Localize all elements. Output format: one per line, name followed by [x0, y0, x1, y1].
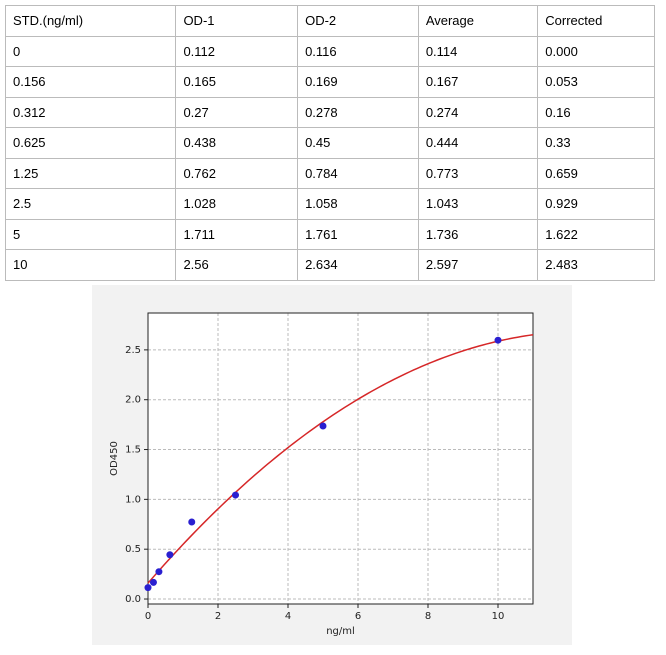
y-tick-label: 2.5	[125, 345, 141, 356]
x-axis-label: ng/ml	[326, 626, 355, 637]
table-cell: 0.762	[175, 157, 299, 189]
table-cell: 0.112	[175, 35, 299, 67]
table-cell: 1.25	[4, 157, 177, 189]
plot-frame	[147, 312, 534, 605]
table-cell: 0.169	[297, 66, 419, 98]
table-cell: 0.167	[417, 66, 539, 98]
plot-area	[148, 313, 533, 604]
table-cell: 0.444	[417, 127, 539, 159]
data-point	[188, 518, 196, 526]
table-cell: OD-1	[175, 5, 299, 37]
x-tick-label: 0	[145, 611, 151, 622]
table-cell: 0.45	[297, 127, 419, 159]
y-tick-label: 1.5	[125, 445, 141, 456]
table-cell: 5	[4, 218, 177, 250]
table-cell: 1.761	[297, 218, 419, 250]
table-cell: 0.000	[537, 35, 655, 67]
data-point	[494, 336, 502, 344]
table-row: 0 0.112 0.116 0.114 0.000	[4, 35, 655, 67]
table-cell: Average	[417, 5, 539, 37]
table-cell: 0.16	[537, 96, 655, 128]
y-tick-label: 1.0	[125, 494, 141, 505]
table-row: 0.625 0.438 0.45 0.444 0.33	[4, 127, 655, 159]
table-cell: 0.438	[175, 127, 299, 159]
table-cell: 0.929	[537, 188, 655, 220]
chart: 0 2 4 6 8 10 0.0 0.5 1.0 1.5 2.0 2.5 ng/ml OD450	[92, 285, 572, 645]
table-row: 5 1.711 1.761 1.736 1.622	[4, 218, 655, 250]
table-cell: 2.5	[4, 188, 177, 220]
data-point	[149, 578, 157, 586]
table-cell: 0.27	[175, 96, 299, 128]
y-axis-label: OD450	[109, 441, 120, 476]
data-point	[144, 584, 152, 592]
table-cell: 0.274	[417, 96, 539, 128]
y-tick-label: 0.0	[125, 594, 141, 605]
y-tick-label: 2.0	[125, 395, 141, 406]
table-cell: 0.053	[537, 66, 655, 98]
data-point	[232, 491, 239, 499]
x-tick-label: 10	[492, 611, 505, 622]
table-cell: 0.625	[4, 127, 177, 159]
table-cell: 2.483	[537, 249, 655, 281]
x-tick-label: 4	[285, 611, 291, 622]
table-cell: 1.043	[417, 188, 539, 220]
table-cell: 0.312	[4, 96, 177, 128]
table-row: 2.5 1.028 1.058 1.043 0.929	[4, 188, 655, 220]
table-cell: 2.634	[297, 249, 419, 281]
table-cell: 0.278	[297, 96, 419, 128]
x-tick-label: 8	[425, 611, 431, 622]
data-point	[319, 422, 327, 430]
table-cell: STD.(ng/ml)	[4, 5, 177, 37]
table-row: 0.156 0.165 0.169 0.167 0.053	[4, 66, 655, 98]
table-cell: 10	[4, 249, 177, 281]
data-point	[155, 568, 163, 576]
table-row: 1.25 0.762 0.784 0.773 0.659	[4, 157, 655, 189]
table-cell: 0.773	[417, 157, 539, 189]
data-table: STD.(ng/ml) OD-1 OD-2 Average Corrected 0 0.11…	[4, 5, 655, 281]
table-cell: OD-2	[297, 5, 419, 37]
table-cell: 0.156	[4, 66, 177, 98]
table-cell: 0.33	[537, 127, 655, 159]
table-cell: 0.165	[175, 66, 299, 98]
y-tick-label: 0.5	[125, 544, 141, 555]
table-cell: 2.56	[175, 249, 299, 281]
table-cell: 0.114	[417, 35, 539, 67]
table-cell: 0.784	[297, 157, 419, 189]
table-cell: 2.597	[417, 249, 539, 281]
table-cell: Corrected	[537, 5, 655, 37]
x-tick-label: 6	[355, 611, 361, 622]
fit-curve	[147, 334, 534, 584]
table-row: 0.312 0.27 0.278 0.274 0.16	[4, 96, 655, 128]
header-row: STD.(ng/ml) OD-1 OD-2 Average Corrected	[4, 5, 655, 37]
table-cell: 0	[4, 35, 177, 67]
table-cell: 1.028	[175, 188, 299, 220]
x-tick-label: 2	[215, 611, 221, 622]
table-cell: 1.622	[537, 218, 655, 250]
table-cell: 1.711	[175, 218, 299, 250]
table-row: 10 2.56 2.634 2.597 2.483	[4, 249, 655, 281]
table-cell: 1.058	[297, 188, 419, 220]
table-cell: 0.659	[537, 157, 655, 189]
data-point	[166, 551, 174, 559]
table-cell: 0.116	[297, 35, 419, 67]
table-cell: 1.736	[417, 218, 539, 250]
